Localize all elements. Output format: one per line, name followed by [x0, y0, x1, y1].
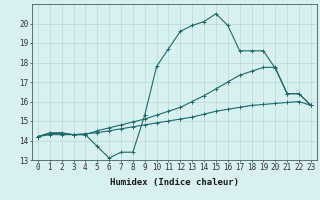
X-axis label: Humidex (Indice chaleur): Humidex (Indice chaleur)	[110, 178, 239, 187]
